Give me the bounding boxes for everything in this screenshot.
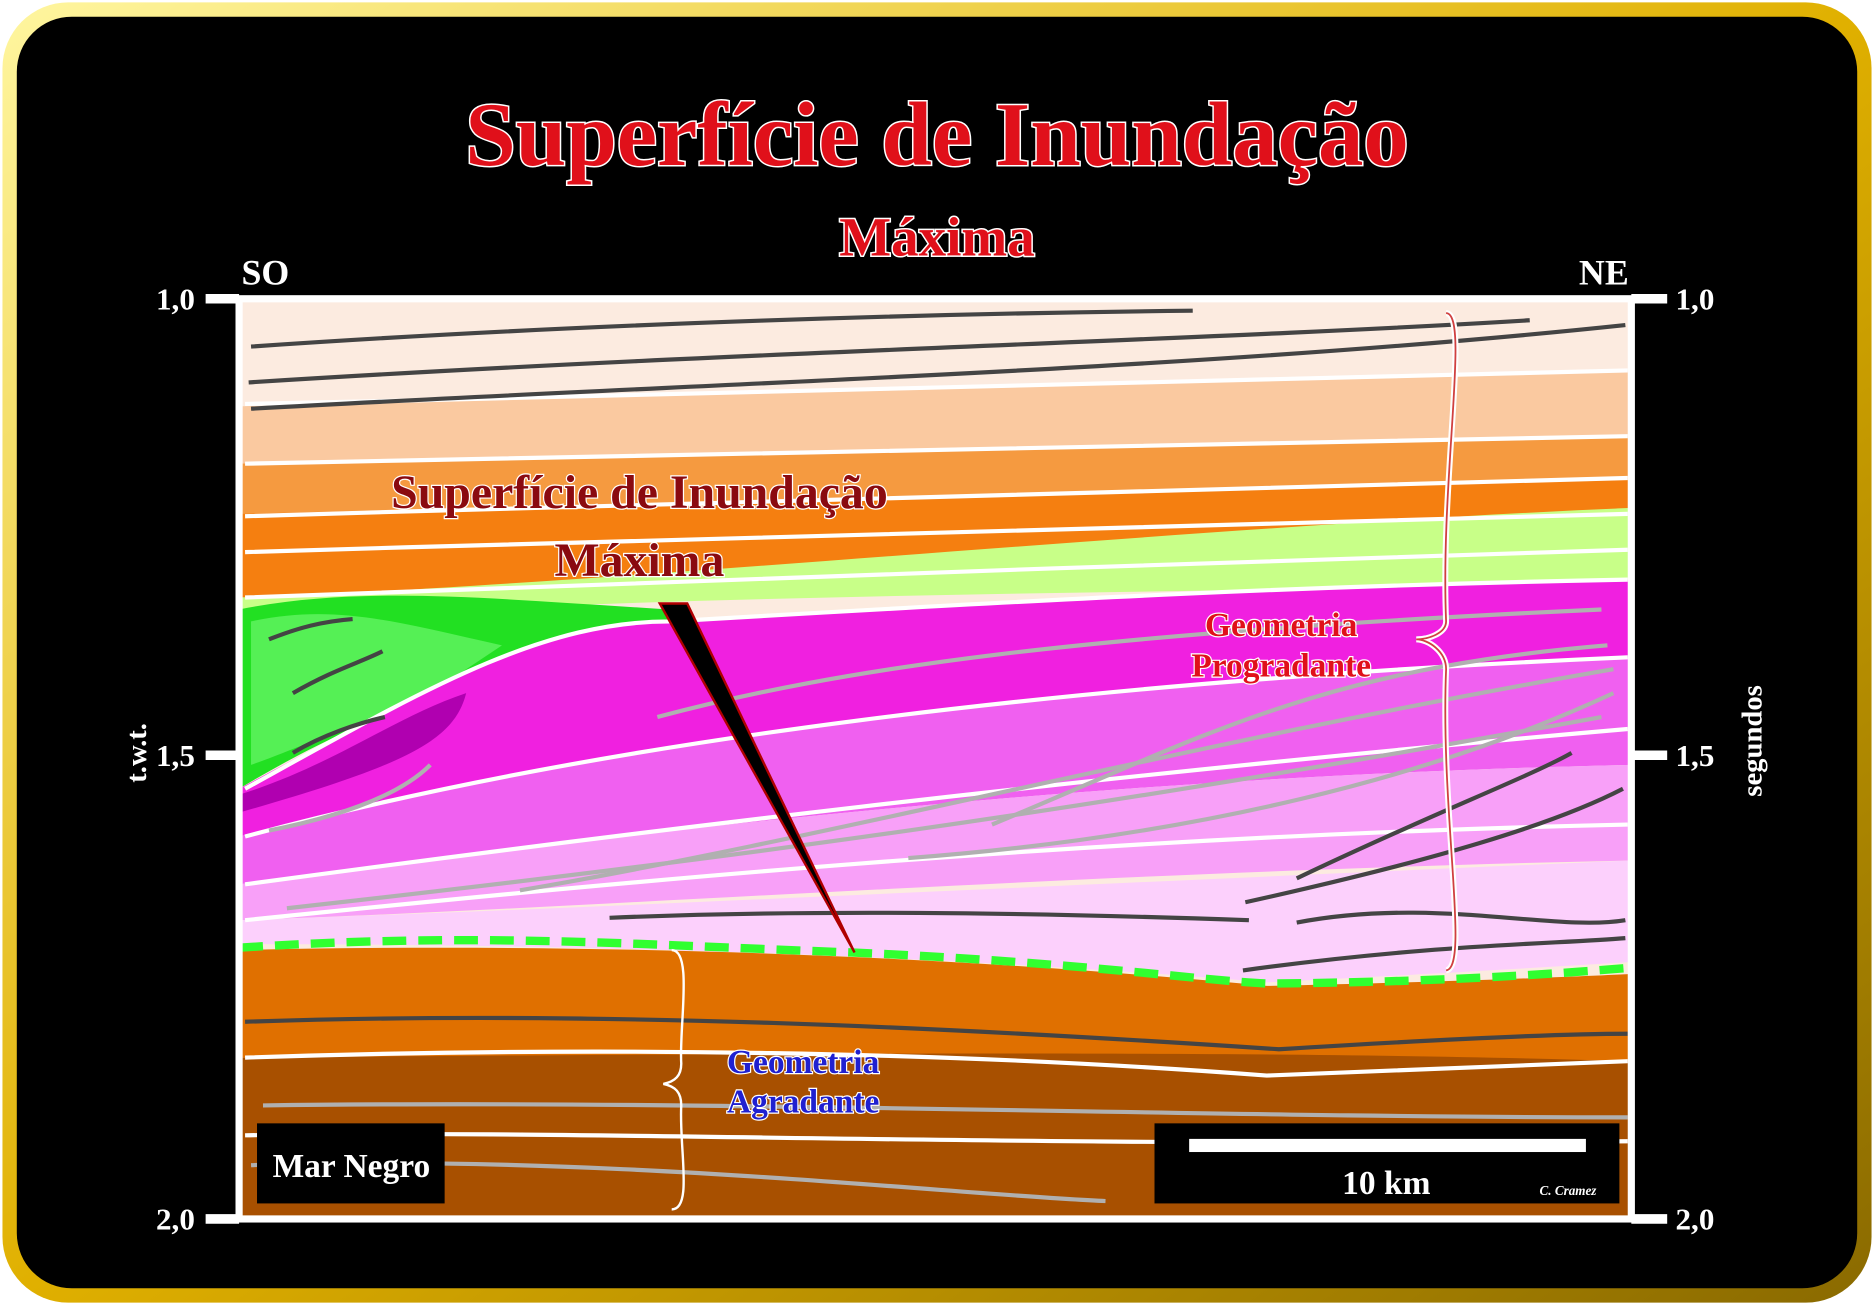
section	[235, 295, 1635, 1223]
axis-ticks	[205, 293, 1668, 1224]
arrow	[657, 602, 856, 954]
tick-label: 2,0	[156, 1202, 195, 1237]
direction-right: NE	[1579, 252, 1629, 292]
annotation: Superfície de Inundação	[391, 466, 888, 519]
tick-label: 1,0	[1676, 282, 1715, 317]
annotation: Máxima	[554, 534, 724, 587]
credit: C. Cramez	[1540, 1183, 1598, 1198]
axis-label-left: t.w.t.	[121, 723, 153, 783]
tick-label: 1,0	[156, 282, 195, 317]
location-box	[257, 1123, 445, 1204]
subtitle: Máxima	[839, 207, 1034, 268]
scale-label: 10 km	[1342, 1165, 1430, 1202]
annotation: Geometria	[727, 1044, 880, 1081]
tick-label: 1,5	[1676, 738, 1715, 773]
axis-label-right: segundos	[1737, 685, 1769, 797]
annotation: Geometria	[1205, 607, 1358, 644]
title: Superfície de Inundação	[465, 84, 1409, 185]
tick-label: 1,5	[156, 738, 195, 773]
annotation: Agradante	[727, 1084, 879, 1121]
annotation: Progradante	[1191, 647, 1371, 684]
tick-label: 2,0	[1676, 1202, 1715, 1237]
direction-left: SO	[241, 252, 289, 292]
brace	[663, 948, 685, 1211]
scale-box	[1154, 1123, 1620, 1204]
location: Mar Negro	[273, 1148, 431, 1185]
brace	[1416, 312, 1457, 972]
scale-bar	[1189, 1138, 1586, 1153]
